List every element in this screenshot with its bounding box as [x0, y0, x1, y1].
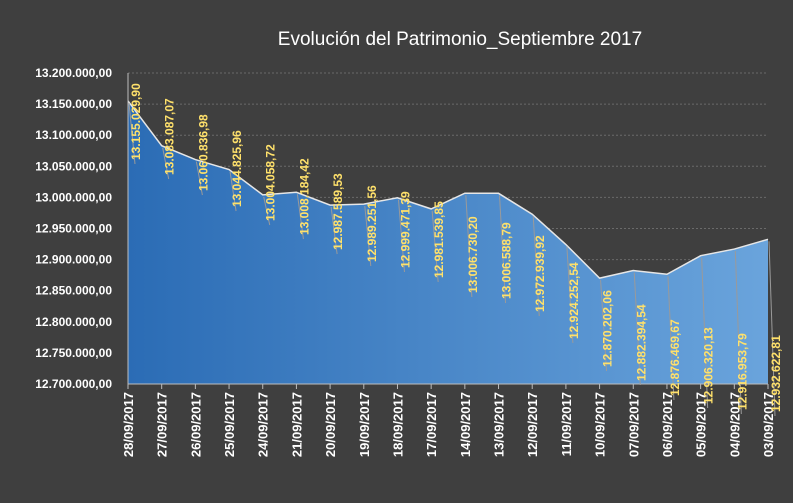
- x-tick-label: 14/09/2017: [458, 392, 473, 457]
- data-label: 13.006.588,79: [500, 222, 514, 299]
- leader-line: [734, 251, 742, 415]
- x-tick-label: 19/09/2017: [357, 392, 372, 457]
- x-tick-label: 05/09/2017: [694, 392, 709, 457]
- data-label: 13.060.836,98: [196, 114, 210, 191]
- leader-line: [296, 194, 304, 240]
- x-tick-label: 28/09/2017: [121, 392, 136, 457]
- y-tick-label: 13.100.000,00: [35, 128, 112, 142]
- leader-line: [633, 272, 641, 386]
- leader-line: [364, 206, 372, 267]
- data-labels: 13.155.029,90 13.083.087,07 13.060.836,98 1…: [129, 83, 783, 412]
- leader-line: [263, 196, 271, 226]
- data-label: 12.932.622,81: [769, 335, 783, 412]
- leader-line: [195, 161, 203, 196]
- data-label: 13.008.184,42: [297, 158, 311, 235]
- leader-line: [566, 246, 574, 344]
- data-label: 13.006.730,20: [466, 216, 480, 293]
- y-tick-label: 13.000.000,00: [35, 190, 112, 204]
- data-label: 12.876.469,67: [668, 319, 682, 396]
- x-tick-label: 21/09/2017: [289, 392, 304, 457]
- data-label: 12.906.320,13: [702, 327, 716, 404]
- data-label: 12.999.471,39: [398, 191, 412, 268]
- leader-line: [465, 195, 473, 298]
- area-fill: [128, 100, 768, 384]
- x-tick-label: 13/09/2017: [492, 392, 507, 457]
- y-tick-label: 12.750.000,00: [35, 346, 112, 360]
- leader-line: [128, 102, 136, 165]
- data-label: 12.972.939,92: [533, 235, 547, 312]
- data-label: 12.981.539,85: [432, 201, 446, 278]
- leader-line: [397, 199, 405, 273]
- y-tick-label: 12.900.000,00: [35, 253, 112, 267]
- x-tick-label: 25/09/2017: [222, 392, 237, 457]
- x-tick-label: 10/09/2017: [593, 392, 608, 457]
- x-tick-label: 03/09/2017: [761, 392, 776, 457]
- x-axis-ticks: 28/09/2017 27/09/2017 26/09/2017 25/09/2017…: [121, 384, 776, 457]
- data-label: 12.870.202,06: [601, 290, 615, 367]
- leader-line: [768, 241, 776, 417]
- leader-line: [499, 195, 507, 304]
- leader-line: [431, 210, 439, 283]
- data-label: 13.083.087,07: [163, 98, 177, 175]
- x-tick-label: 26/09/2017: [188, 392, 203, 457]
- data-label: 12.924.252,54: [567, 262, 581, 339]
- series-line: [127, 100, 769, 279]
- data-label: 12.882.394,54: [634, 304, 648, 381]
- leader-line: [330, 207, 338, 255]
- y-axis-ticks: 12.700.000,00 12.750.000,00 12.800.000,00 1…: [35, 66, 112, 391]
- x-tick-label: 27/09/2017: [155, 392, 170, 457]
- y-tick-label: 12.950.000,00: [35, 222, 112, 236]
- leader-line: [532, 216, 540, 317]
- leader-line: [701, 257, 709, 409]
- leader-line: [162, 147, 170, 180]
- x-tick-label: 20/09/2017: [323, 392, 338, 457]
- x-tick-label: 12/09/2017: [525, 392, 540, 457]
- y-tick-label: 13.050.000,00: [35, 159, 112, 173]
- x-tick-label: 07/09/2017: [626, 392, 641, 457]
- x-tick-label: 17/09/2017: [424, 392, 439, 457]
- y-tick-label: 12.700.000,00: [35, 377, 112, 391]
- label-leader-lines: [128, 102, 776, 417]
- x-tick-label: 18/09/2017: [390, 392, 405, 457]
- data-label: 13.155.029,90: [129, 83, 143, 160]
- y-tick-label: 12.800.000,00: [35, 315, 112, 329]
- data-label: 13.044.825,96: [230, 130, 244, 207]
- x-tick-label: 04/09/2017: [727, 392, 742, 457]
- x-tick-label: 24/09/2017: [256, 392, 271, 457]
- leader-line: [600, 280, 608, 372]
- x-tick-label: 06/09/2017: [660, 392, 675, 457]
- area-series: [127, 73, 769, 385]
- chart-title: Evolución del Patrimonio_Septiembre 2017: [278, 29, 642, 50]
- data-label: 13.004.058,72: [264, 144, 278, 221]
- leader-line: [667, 276, 675, 401]
- y-tick-label: 13.150.000,00: [35, 97, 112, 111]
- y-tick-label: 13.200.000,00: [35, 66, 112, 80]
- data-label: 12.987.589,53: [331, 173, 345, 250]
- data-label: 12.916.953,79: [735, 333, 749, 410]
- y-tick-label: 12.850.000,00: [35, 284, 112, 298]
- leader-line: [229, 171, 237, 212]
- x-tick-label: 11/09/2017: [559, 392, 574, 456]
- data-label: 12.989.251,56: [365, 185, 379, 262]
